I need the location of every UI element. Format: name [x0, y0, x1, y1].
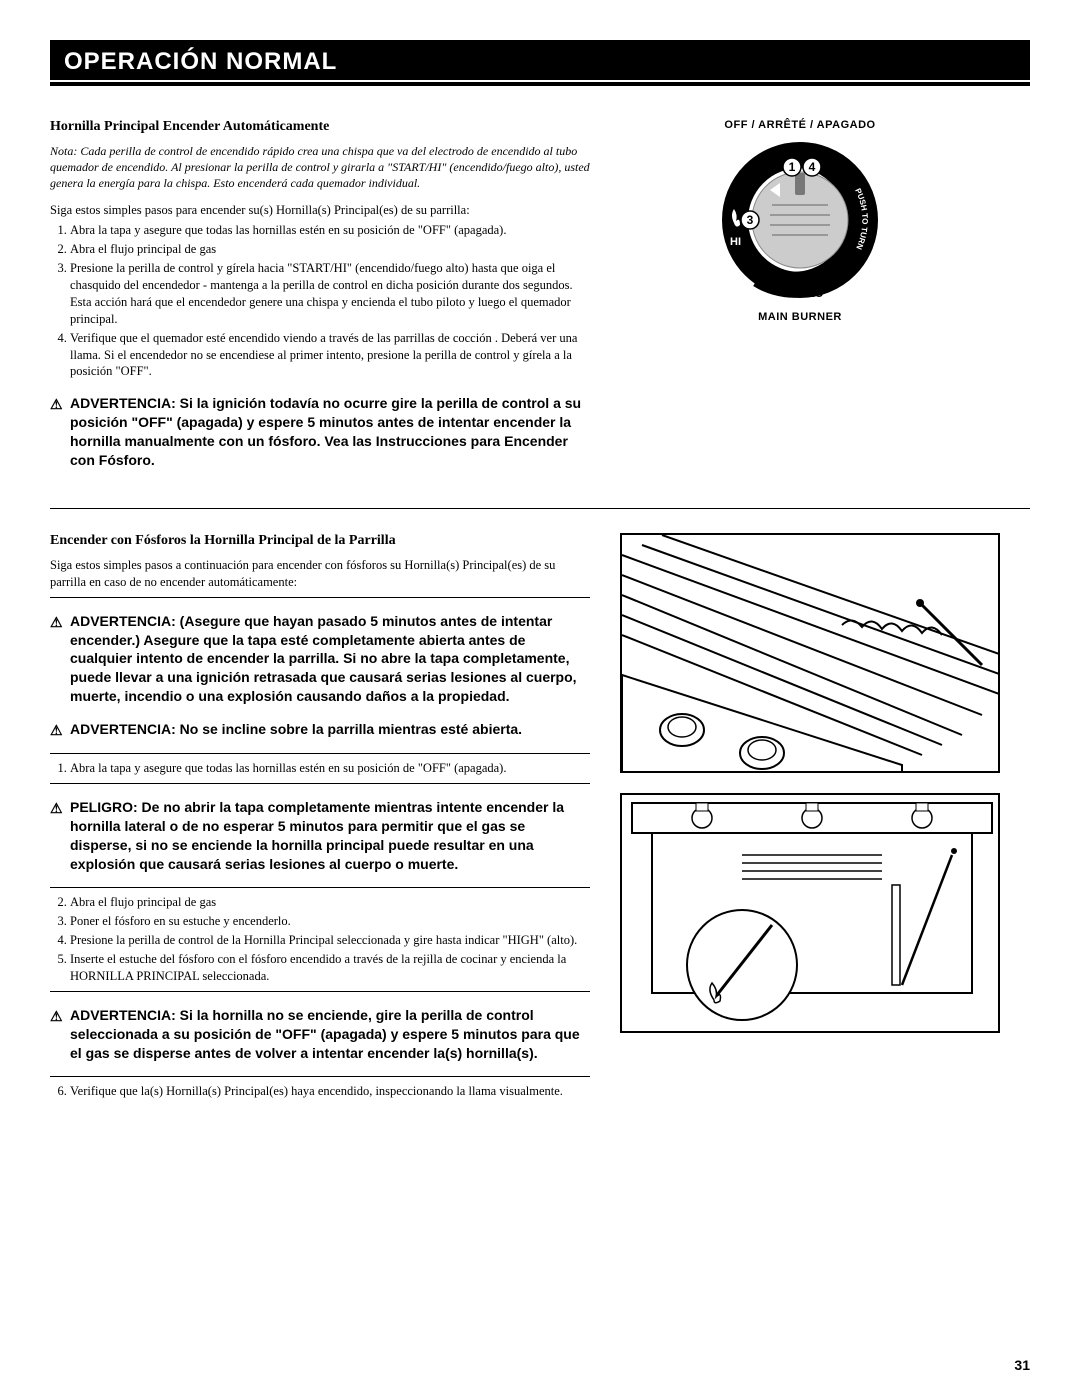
warning-text: ADVERTENCIA: Si la hornilla no se encien…	[70, 1007, 580, 1061]
warning-icon: ⚠	[50, 613, 63, 632]
section2-intro: Siga estos simples pasos a continuación …	[50, 557, 590, 591]
section-match-light: Encender con Fósforos la Hornilla Princi…	[50, 533, 1030, 1102]
section1-text: Hornilla Principal Encender Automáticame…	[50, 119, 590, 484]
page-title-bar: OPERACIÓN NORMAL	[50, 40, 1030, 89]
section2-warning-c: ⚠ ADVERTENCIA: Si la hornilla no se enci…	[50, 1006, 590, 1063]
grill-front-illustration	[620, 793, 1000, 1033]
section-divider	[50, 508, 1030, 509]
section2-warning-b: ⚠ ADVERTENCIA: No se incline sobre la pa…	[50, 720, 590, 739]
divider	[50, 1076, 590, 1077]
section2-step1-list: Abra la tapa y asegure que todas las hor…	[50, 760, 590, 777]
section2-steps-2to5: Abra el flujo principal de gas Poner el …	[50, 894, 590, 984]
list-item: Poner el fósforo en su estuche y encende…	[70, 913, 590, 930]
list-item: Abra la tapa y asegure que todas las hor…	[70, 760, 590, 777]
warning-icon: ⚠	[50, 799, 63, 818]
page-title: OPERACIÓN NORMAL	[64, 48, 337, 75]
warning-icon: ⚠	[50, 1007, 63, 1026]
danger-text: PELIGRO: De no abrir la tapa completamen…	[70, 799, 564, 872]
svg-text:3: 3	[747, 213, 754, 227]
dial-bottom-label: MAIN BURNER	[620, 311, 980, 323]
warning-text: ADVERTENCIA: No se incline sobre la parr…	[70, 721, 522, 737]
section2-warning-a: ⚠ ADVERTENCIA: (Asegure que hayan pasado…	[50, 612, 590, 706]
divider	[50, 783, 590, 784]
section2-step6-list: Verifique que la(s) Hornilla(s) Principa…	[50, 1083, 590, 1100]
warning-text: ADVERTENCIA: Si la ignición todavía no o…	[70, 395, 581, 468]
grill-top-illustration	[620, 533, 1000, 773]
section-auto-light: Hornilla Principal Encender Automáticame…	[50, 119, 1030, 484]
svg-text:1: 1	[789, 160, 796, 174]
list-item: Presione la perilla de control y gírela …	[70, 260, 590, 328]
list-item: Verifique que el quemador esté encendido…	[70, 330, 590, 381]
section1-note: Nota: Cada perilla de control de encendi…	[50, 143, 590, 192]
warning-icon: ⚠	[50, 395, 63, 414]
section2-danger: ⚠ PELIGRO: De no abrir la tapa completam…	[50, 798, 590, 874]
divider	[50, 887, 590, 888]
divider	[50, 597, 590, 598]
list-item: Abra el flujo principal de gas	[70, 241, 590, 258]
warning-text: ADVERTENCIA: (Asegure que hayan pasado 5…	[70, 613, 577, 705]
list-item: Verifique que la(s) Hornilla(s) Principa…	[70, 1083, 590, 1100]
divider	[50, 991, 590, 992]
warning-icon: ⚠	[50, 721, 63, 740]
dial-figure: OFF / ARRÊTÉ / APAGADO 1	[620, 119, 980, 323]
dial-illustration: 1 4 3 HI LO PUSH TO TURN	[700, 135, 900, 305]
svg-text:HI: HI	[730, 236, 741, 248]
section1-warning: ⚠ ADVERTENCIA: Si la ignición todavía no…	[50, 394, 590, 470]
list-item: Presione la perilla de control de la Hor…	[70, 932, 590, 949]
section1-heading: Hornilla Principal Encender Automáticame…	[50, 119, 590, 135]
dial-top-label: OFF / ARRÊTÉ / APAGADO	[620, 119, 980, 131]
section2-heading: Encender con Fósforos la Hornilla Princi…	[50, 533, 590, 549]
section1-steps: Abra la tapa y asegure que todas las hor…	[50, 222, 590, 380]
page-number: 31	[1014, 1357, 1030, 1373]
section1-intro: Siga estos simples pasos para encender s…	[50, 202, 590, 219]
list-item: Abra la tapa y asegure que todas las hor…	[70, 222, 590, 239]
list-item: Abra el flujo principal de gas	[70, 894, 590, 911]
list-item: Inserte el estuche del fósforo con el fó…	[70, 951, 590, 985]
dial-figure-col: OFF / ARRÊTÉ / APAGADO 1	[620, 119, 1000, 484]
svg-text:4: 4	[809, 160, 816, 174]
divider	[50, 753, 590, 754]
section2-figures	[620, 533, 1000, 1102]
section2-text: Encender con Fósforos la Hornilla Princi…	[50, 533, 590, 1102]
svg-text:LO: LO	[808, 288, 824, 300]
